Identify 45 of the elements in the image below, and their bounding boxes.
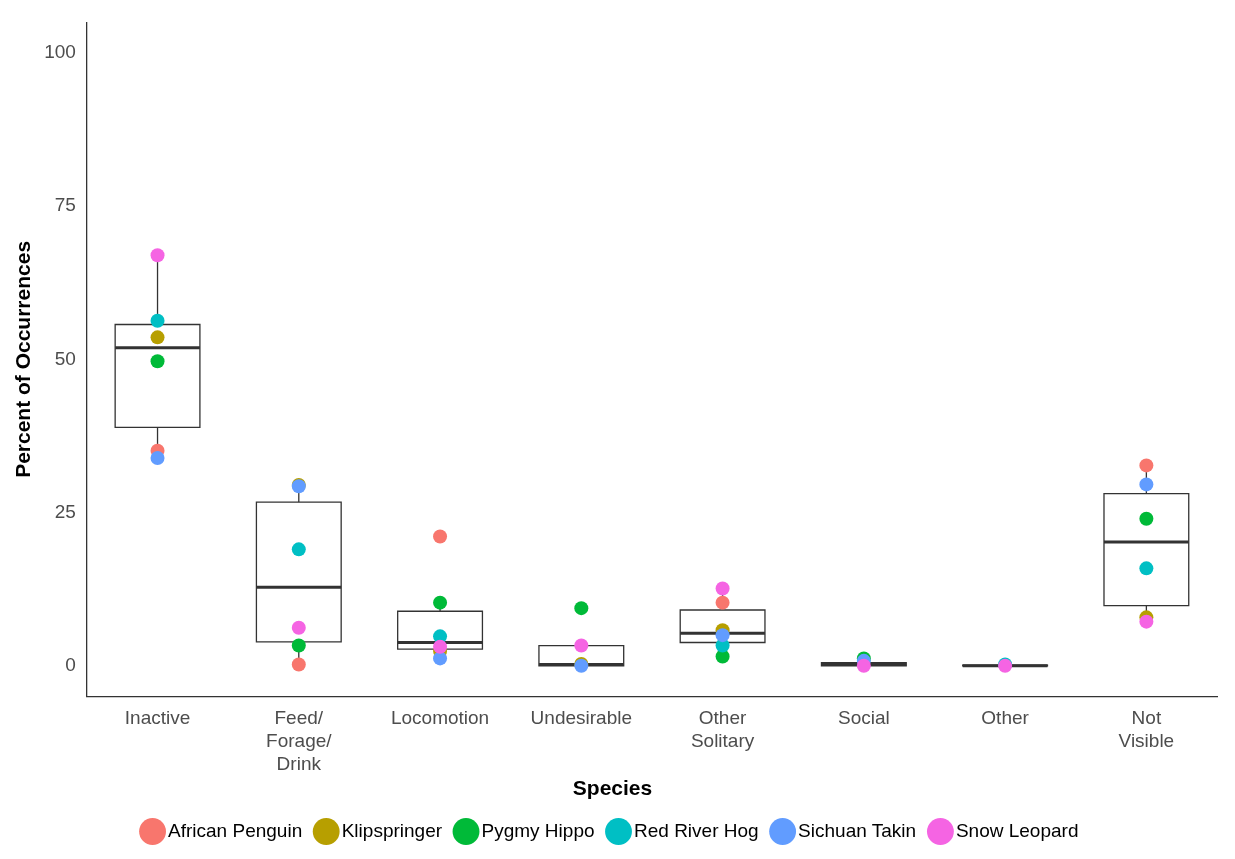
point	[715, 628, 730, 643]
point	[715, 595, 730, 610]
point	[291, 620, 306, 635]
point	[150, 248, 165, 263]
y-axis-title: Percent of Occurrences	[11, 240, 35, 478]
point	[150, 451, 165, 466]
x-tick-label: Inactive	[124, 707, 191, 729]
y-tick-label: 25	[54, 500, 76, 522]
point	[1139, 561, 1154, 576]
x-tick-label: Other Solitary	[690, 707, 755, 751]
point	[856, 658, 871, 673]
x-tick-label: Not Visible	[1118, 707, 1175, 751]
point	[150, 313, 165, 328]
y-tick-label: 100	[44, 41, 76, 63]
x-tick-label: Social	[837, 707, 890, 729]
point	[1139, 477, 1154, 492]
y-tick-label: 50	[54, 347, 76, 369]
point	[433, 529, 448, 544]
point	[574, 601, 589, 616]
point	[715, 581, 730, 596]
point	[574, 638, 589, 653]
legend-label: African Penguin	[168, 819, 303, 841]
point	[150, 330, 165, 345]
point	[291, 638, 306, 653]
legend-label: Snow Leopard	[955, 819, 1079, 841]
legend-label: Pygmy Hippo	[481, 819, 595, 841]
point	[150, 354, 165, 369]
legend-title: Species	[572, 776, 653, 800]
point	[433, 595, 448, 610]
point	[1139, 511, 1154, 526]
point	[1139, 458, 1154, 473]
point	[291, 657, 306, 672]
point	[433, 639, 448, 654]
x-tick-label: Locomotion	[390, 707, 490, 729]
legend-label: Red River Hog	[634, 819, 759, 841]
y-tick-label: 0	[65, 654, 76, 675]
legend-label: Klipspringer	[341, 819, 443, 841]
y-tick-label: 75	[54, 194, 76, 216]
x-tick-label: Other	[981, 707, 1030, 729]
point	[1139, 614, 1154, 629]
legend-label: Sichuan Takin	[798, 819, 917, 841]
x-tick-label: Undesirable	[530, 707, 633, 729]
x-tick-label: Feed/ Forage/ Drink	[266, 707, 333, 774]
point	[433, 651, 448, 666]
point	[291, 542, 306, 557]
